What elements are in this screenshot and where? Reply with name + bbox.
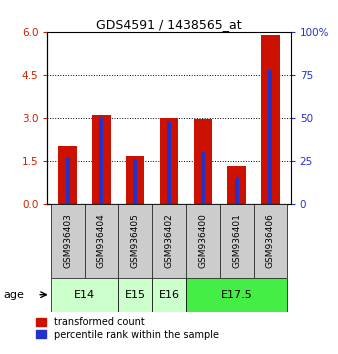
- Text: E14: E14: [74, 290, 95, 300]
- Bar: [92, 115, 111, 204]
- Text: E15: E15: [125, 290, 146, 300]
- Bar: [227, 166, 246, 204]
- Legend: transformed count, percentile rank within the sample: transformed count, percentile rank withi…: [35, 316, 220, 341]
- Text: E16: E16: [159, 290, 179, 300]
- Text: GSM936402: GSM936402: [165, 213, 173, 268]
- Title: GDS4591 / 1438565_at: GDS4591 / 1438565_at: [96, 18, 242, 31]
- Bar: [186, 278, 287, 312]
- Bar: [160, 118, 178, 204]
- Bar: [268, 70, 272, 204]
- Text: GSM936404: GSM936404: [97, 213, 106, 268]
- Bar: [126, 156, 145, 204]
- Text: GSM936400: GSM936400: [198, 213, 207, 268]
- Bar: [133, 159, 137, 204]
- Bar: [193, 119, 212, 204]
- Text: E17.5: E17.5: [221, 290, 252, 300]
- Bar: [201, 152, 205, 204]
- Text: GSM936403: GSM936403: [63, 213, 72, 268]
- Bar: [58, 146, 77, 204]
- Bar: [167, 121, 171, 204]
- Bar: [99, 118, 103, 204]
- Text: GSM936406: GSM936406: [266, 213, 275, 268]
- Bar: [66, 157, 70, 204]
- Text: GSM936401: GSM936401: [232, 213, 241, 268]
- Bar: [51, 278, 118, 312]
- Bar: [261, 35, 280, 204]
- Bar: [152, 278, 186, 312]
- Bar: [235, 178, 239, 204]
- Bar: [118, 278, 152, 312]
- Text: age: age: [3, 290, 24, 300]
- Text: GSM936405: GSM936405: [131, 213, 140, 268]
